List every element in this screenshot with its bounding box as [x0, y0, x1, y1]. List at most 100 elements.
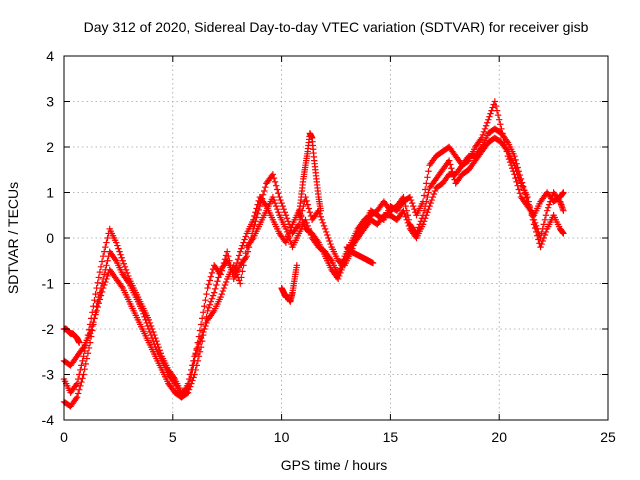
data-point: [427, 199, 434, 207]
chart-title: Day 312 of 2020, Sidereal Day-to-day VTE…: [84, 19, 589, 35]
data-point: [203, 313, 210, 321]
data-point: [338, 266, 345, 274]
data-point: [497, 121, 504, 128]
data-point: [94, 298, 101, 305]
data-point: [195, 353, 203, 360]
data-point: [197, 321, 205, 328]
data-point: [147, 331, 155, 339]
data-point: [540, 221, 548, 228]
data-point: [339, 263, 346, 271]
data-point: [238, 274, 245, 281]
data-point: [196, 348, 204, 355]
data-point: [513, 178, 520, 186]
data-point: [225, 253, 232, 260]
data-point: [83, 355, 91, 362]
data-point: [547, 198, 554, 205]
data-point: [237, 248, 244, 255]
data-point: [337, 269, 344, 277]
data-point: [188, 380, 195, 387]
data-point: [213, 281, 220, 289]
data-point: [274, 205, 281, 213]
data-point: [539, 225, 546, 233]
data-point: [124, 278, 132, 286]
data-point: [493, 107, 501, 114]
data-point: [314, 237, 321, 245]
data-point: [80, 353, 87, 360]
data-point: [95, 274, 103, 281]
data-point: [448, 165, 455, 172]
data-point: [233, 259, 241, 267]
data-point: [222, 278, 230, 286]
data-point: [410, 202, 417, 210]
data-point: [102, 243, 109, 251]
data-point: [122, 266, 130, 274]
data-point: [204, 284, 211, 292]
data-point: [144, 322, 151, 330]
data-point: [232, 263, 240, 271]
data-point: [238, 245, 245, 252]
data-point: [284, 233, 292, 240]
data-point: [119, 257, 126, 264]
data-point: [280, 205, 287, 213]
data-point: [481, 125, 489, 132]
data-point: [424, 174, 431, 181]
data-point: [221, 281, 229, 289]
data-point: [538, 230, 545, 237]
data-point: [485, 116, 492, 123]
data-point: [299, 216, 306, 223]
data-point: [72, 381, 80, 389]
data-point: [287, 227, 294, 234]
data-point: [321, 225, 329, 233]
data-point: [284, 218, 292, 225]
data-point: [191, 371, 198, 378]
data-point: [185, 386, 193, 393]
data-point: [98, 258, 106, 265]
data-point: [293, 262, 301, 269]
data-point: [447, 161, 454, 168]
data-point: [423, 180, 430, 187]
data-point: [198, 315, 206, 322]
data-point: [74, 390, 82, 397]
data-point: [200, 309, 207, 316]
x-tick-label: 15: [383, 429, 399, 445]
data-point: [183, 390, 191, 397]
data-point: [537, 243, 544, 251]
data-point: [239, 268, 246, 275]
data-point: [282, 225, 290, 233]
data-point: [401, 210, 408, 217]
data-point: [121, 263, 129, 271]
data-point: [516, 190, 524, 197]
data-point: [117, 251, 124, 258]
data-point: [91, 315, 98, 322]
data-point: [486, 113, 493, 120]
data-point: [422, 215, 429, 222]
data-point: [123, 269, 131, 277]
data-point: [270, 174, 278, 182]
data-point: [515, 186, 522, 193]
data-point: [91, 296, 98, 304]
data-point: [544, 204, 552, 211]
data-point: [204, 307, 211, 314]
data-point: [220, 284, 228, 292]
data-point: [103, 262, 110, 269]
data-point: [241, 236, 248, 243]
data-point: [522, 190, 529, 198]
data-point: [206, 277, 213, 284]
data-point: [202, 296, 209, 304]
data-point: [145, 325, 153, 333]
data-point: [210, 289, 218, 296]
data-point: [548, 195, 555, 202]
data-point: [423, 212, 430, 219]
data-point: [241, 256, 248, 263]
data-point: [422, 186, 429, 193]
data-point: [477, 145, 484, 152]
data-point: [115, 245, 122, 252]
data-point: [200, 331, 207, 339]
data-point: [304, 201, 311, 208]
data-point: [286, 230, 293, 237]
data-point: [408, 199, 416, 207]
data-point: [262, 201, 269, 208]
data-point: [76, 339, 83, 346]
data-point: [96, 268, 104, 276]
data-point: [118, 283, 125, 290]
